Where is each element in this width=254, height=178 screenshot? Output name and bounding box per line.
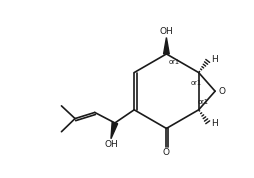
Text: H: H	[211, 55, 218, 64]
Text: or1: or1	[169, 59, 180, 65]
Text: OH: OH	[160, 27, 173, 36]
Text: or1: or1	[198, 100, 209, 105]
Text: OH: OH	[104, 140, 118, 149]
Text: H: H	[211, 119, 218, 128]
Text: O: O	[219, 87, 226, 96]
Polygon shape	[164, 38, 169, 54]
Text: or1: or1	[191, 80, 202, 86]
Text: O: O	[163, 148, 170, 157]
Polygon shape	[111, 122, 118, 139]
